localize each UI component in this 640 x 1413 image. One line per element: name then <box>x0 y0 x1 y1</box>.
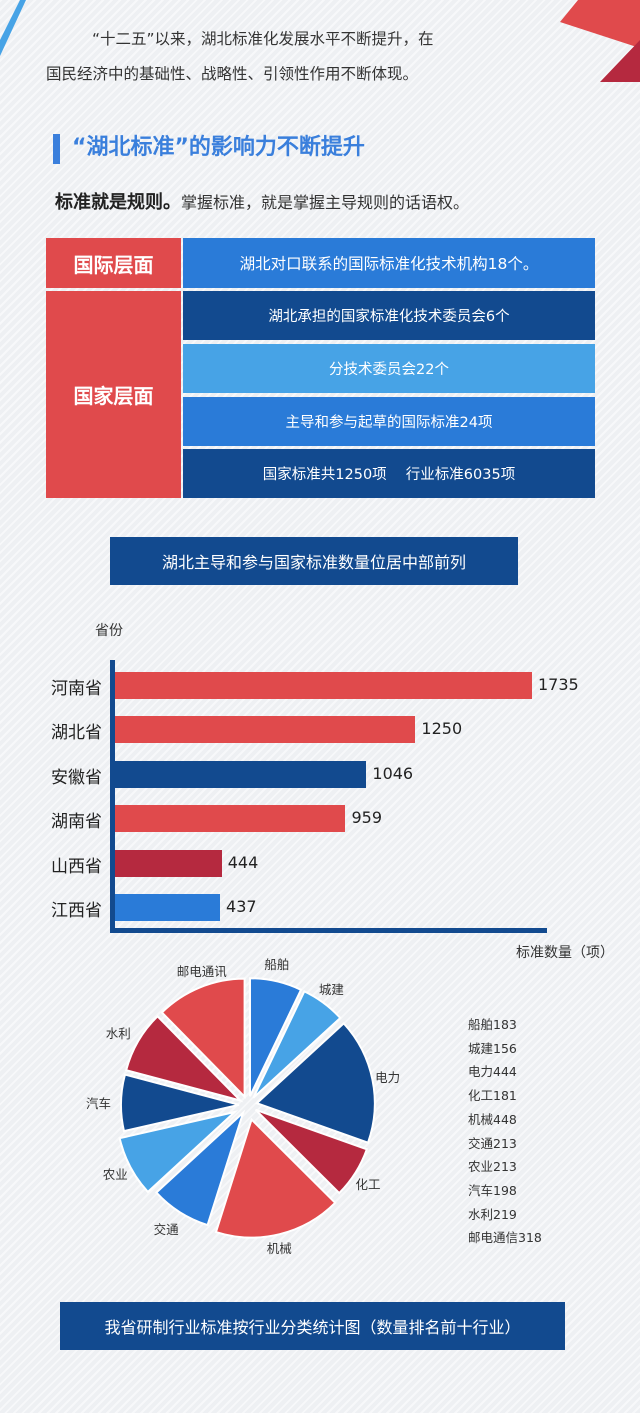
national-level-label: 国家层面 <box>46 291 181 498</box>
lead-bold: 标准就是规则。 <box>55 192 181 213</box>
pie-legend: 船舶183 城建156 电力444 化工181 机械448 交通213 农业213 汽车198… <box>468 1013 542 1250</box>
pie-slice-label: 邮电通讯 <box>176 963 227 979</box>
pie-slice <box>120 1073 240 1133</box>
pie-slice <box>254 1108 369 1195</box>
pie-legend-item: 机械448 <box>468 1111 517 1127</box>
intro-line-1: “十二五”以来，湖北标准化发展水平不断提升，在 <box>92 30 434 48</box>
bar-chart-title: 湖北主导和参与国家标准数量位居中部前列 <box>110 537 518 585</box>
bar-y-axis <box>110 660 115 933</box>
pie-legend-item: 汽车198 <box>468 1182 517 1198</box>
pie-slice <box>254 1021 376 1144</box>
bar-value-label: 437 <box>226 897 257 916</box>
pie-legend-item: 农业213 <box>468 1159 517 1175</box>
pie-legend-item: 邮电通信318 <box>468 1230 542 1246</box>
lead-rest: 掌握标准，就是掌握主导规则的话语权。 <box>181 193 470 212</box>
pie-slice-label: 农业 <box>102 1166 128 1182</box>
bar-category-label: 山西省 <box>51 856 102 877</box>
bar-y-axis-label: 省份 <box>95 623 123 639</box>
pie-legend-item: 交通213 <box>468 1135 517 1151</box>
pie-slice <box>252 990 342 1099</box>
lead-sentence: 标准就是规则。掌握标准，就是掌握主导规则的话语权。 <box>55 188 469 218</box>
pie-slice <box>214 1117 337 1239</box>
pie-slice <box>248 977 303 1097</box>
pie-slice-label: 水利 <box>105 1025 131 1041</box>
bar-value-label: 1735 <box>538 675 579 694</box>
bar <box>115 849 222 877</box>
pie-slice <box>160 977 246 1100</box>
bar-value-label: 1250 <box>421 719 463 739</box>
bar-category-label: 湖北省 <box>51 723 102 744</box>
bar <box>115 716 416 744</box>
bar-x-axis <box>110 928 547 933</box>
pie-chart-title: 我省研制行业标准按行业分类统计图（数量排名前十行业） <box>60 1302 565 1350</box>
pie-slice <box>124 1014 244 1103</box>
pie-slice <box>118 1110 239 1194</box>
bar <box>115 672 532 699</box>
bar <box>115 805 346 833</box>
bar-category-label: 河南省 <box>51 679 102 699</box>
pie-legend-item: 城建156 <box>468 1040 517 1056</box>
bar-value-label: 959 <box>351 808 383 828</box>
pie-legend-item: 化工181 <box>468 1088 517 1104</box>
bar-category-label: 湖南省 <box>51 812 102 833</box>
national-item-committees: 湖北承担的国家标准化技术委员会6个 <box>183 291 595 340</box>
bar-category-label: 安徽省 <box>51 767 102 788</box>
pie-chart <box>118 977 376 1239</box>
international-item: 湖北对口联系的国际标准化技术机构18个。 <box>183 238 595 288</box>
bar-category-label: 江西省 <box>51 901 102 921</box>
corner-decoration <box>560 0 640 82</box>
pie-legend-item: 电力444 <box>468 1064 517 1080</box>
pie-slice-label: 城建 <box>318 981 344 997</box>
pie-slice <box>154 1109 246 1227</box>
bar <box>115 760 367 788</box>
pie-legend-item: 水利219 <box>468 1206 517 1222</box>
national-item-intl-standards: 主导和参与起草的国际标准24项 <box>183 397 595 446</box>
corner-stripe <box>0 0 26 56</box>
national-item-subcommittees: 分技术委员会22个 <box>183 344 595 393</box>
bar-value-label: 1046 <box>372 763 414 783</box>
intro-line-2: 国民经济中的基础性、战略性、引领性作用不断体现。 <box>46 65 419 83</box>
pie-slice-label: 船舶 <box>264 956 290 972</box>
pie-slice-label: 汽车 <box>86 1096 112 1112</box>
intro-paragraph: “十二五”以来，湖北标准化发展水平不断提升，在 国民经济中的基础性、战略性、引领… <box>46 22 566 92</box>
bar <box>115 894 221 921</box>
pie-slice-label: 机械 <box>266 1240 292 1256</box>
pie-slice-label: 交通 <box>153 1222 179 1238</box>
bar-x-axis-label: 标准数量（项） <box>516 945 614 961</box>
pie-slice-label: 电力 <box>375 1069 401 1085</box>
national-item-standard-counts: 国家标准共1250项 行业标准6035项 <box>183 449 595 498</box>
pie-slice-label: 化工 <box>355 1176 381 1192</box>
section-title: “湖北标准”的影响力不断提升 <box>72 135 365 160</box>
pie-legend-item: 船舶183 <box>468 1017 517 1032</box>
bar-value-label: 444 <box>227 852 259 872</box>
international-level-label: 国际层面 <box>46 238 181 288</box>
section-marker <box>53 134 60 164</box>
